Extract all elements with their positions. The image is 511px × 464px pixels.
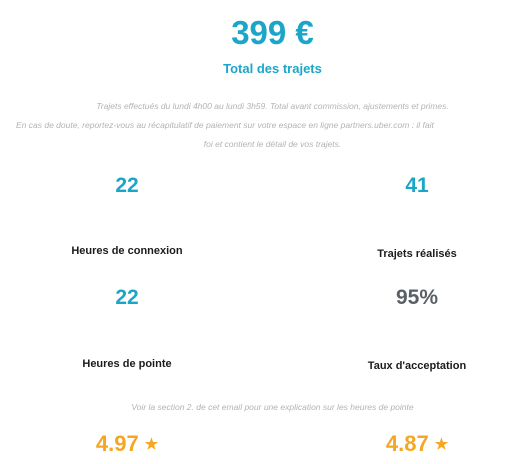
peak-hours-note: Voir la section 2. de cet email pour une… [131,402,414,412]
payment-note-continued: foi et contient le détail de vos trajets… [203,139,342,149]
trips-done-label: Trajets réalisés [377,248,457,260]
acceptance-rate-label: Taux d'acceptation [367,360,467,372]
rating-right-value: 4.87 [385,431,429,456]
peak-hours-label: Heures de pointe [82,358,172,370]
acceptance-rate-value: 95% [395,286,439,309]
rating-left-value: 4.97 [95,431,139,456]
star-icon: ★ [434,436,449,453]
rating-left: 4.97 ★ [57,431,197,457]
connection-hours-label: Heures de connexion [71,245,183,257]
trips-done-value: 41 [405,174,429,197]
payment-note: En cas de doute, reportez-vous au récapi… [16,120,434,130]
connection-hours-value: 22 [115,174,139,197]
total-amount: 399 € [231,14,314,51]
total-label: Total des trajets [223,61,322,76]
peak-hours-value: 22 [115,286,139,309]
period-note: Trajets effectués du lundi 4h00 au lundi… [96,101,449,111]
rating-right: 4.87 ★ [347,431,487,457]
star-icon: ★ [144,436,159,453]
